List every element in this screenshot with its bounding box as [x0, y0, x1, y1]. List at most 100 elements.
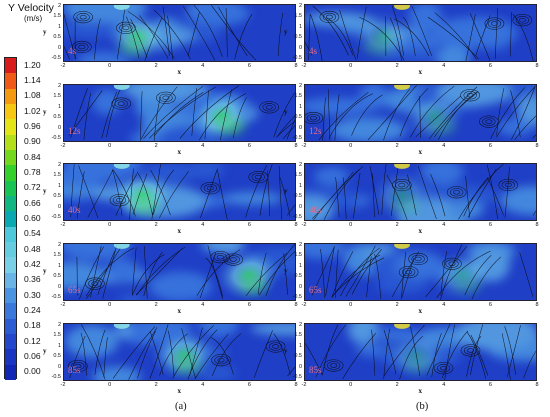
streamline	[198, 93, 247, 141]
time-label: 12s	[309, 126, 322, 136]
x-tick-label: 4	[201, 302, 205, 308]
plume-core	[120, 38, 148, 56]
vortex-ring	[408, 252, 428, 266]
x-tick-label: 2	[395, 302, 399, 308]
streamlines	[76, 244, 295, 300]
x-tick-label: 6	[488, 143, 492, 149]
vortex-ring	[453, 190, 461, 195]
vortex-ring	[259, 101, 279, 114]
vortex-ring	[248, 171, 269, 184]
vortex-ring	[433, 362, 454, 375]
plume-core	[392, 197, 420, 215]
vortex-ring	[223, 253, 244, 266]
legend-swatch	[5, 180, 16, 197]
velocity-field	[305, 324, 536, 380]
legend-swatch	[5, 104, 16, 120]
legend-swatch	[5, 272, 16, 289]
streamline	[78, 165, 99, 219]
field-patch	[305, 195, 334, 220]
field-patch	[117, 293, 147, 300]
y-tick-label: 0.5	[294, 114, 302, 121]
y-tick-label: 0.5	[53, 114, 61, 121]
streamline	[193, 5, 223, 57]
y-tick-label: 0	[57, 44, 61, 51]
velocity-legend: Y Velocity (m/s) 1.20 1.14 1.08 1.02 0.96 0.9…	[0, 0, 56, 390]
streamline	[112, 169, 123, 216]
field-patch	[420, 164, 464, 185]
time-label: 65s	[68, 285, 81, 295]
streamline	[140, 91, 143, 141]
streamline	[94, 18, 101, 60]
time-label: 4s	[68, 46, 77, 56]
x-tick-label: -2	[301, 302, 307, 308]
legend-label: 0.66	[24, 197, 41, 208]
y-tick-label: 1	[298, 182, 302, 189]
streamline	[466, 331, 487, 379]
flow-panel: 40s	[63, 163, 296, 221]
streamline	[152, 169, 175, 215]
streamline	[259, 164, 273, 216]
legend-swatch	[5, 349, 16, 366]
vortex-ring	[88, 279, 102, 288]
streamline	[312, 5, 349, 56]
vortex-ring	[119, 23, 133, 32]
field-patch	[408, 5, 443, 34]
streamline	[70, 164, 75, 218]
x-tick-label: 4	[201, 382, 205, 388]
streamline	[179, 85, 239, 139]
streamline	[471, 256, 502, 300]
legend-label: 0.78	[24, 167, 41, 177]
streamline	[415, 95, 462, 138]
legend-swatch	[5, 288, 16, 304]
vortex-ring	[482, 117, 496, 126]
streamline	[469, 13, 491, 61]
streamline	[181, 328, 196, 379]
vortex-ring	[309, 115, 317, 121]
vortex-ring	[446, 186, 467, 199]
legend-label: 0.24	[24, 305, 41, 315]
y-tick-label: -0.5	[51, 293, 61, 300]
vortex-ring	[319, 10, 340, 24]
x-tick-label: 2	[154, 143, 158, 149]
vortex-ring	[116, 21, 136, 34]
vortex-ring	[268, 342, 283, 351]
streamline	[211, 5, 257, 61]
legend-label: 0.96	[24, 121, 41, 131]
streamline	[81, 324, 106, 380]
streamline	[339, 9, 357, 61]
inlet-jet	[113, 324, 130, 329]
streamline	[523, 350, 536, 379]
field-patch	[64, 185, 92, 198]
vortex-ring	[327, 361, 341, 370]
legend-label: 0.48	[24, 243, 41, 254]
streamline	[143, 251, 163, 296]
caption-a: (a)	[175, 401, 187, 412]
vortex-ring	[78, 44, 86, 50]
x-tick-label: -2	[301, 222, 307, 228]
x-tick-label: -2	[60, 222, 66, 228]
streamline	[436, 250, 491, 299]
legend-swatch	[5, 165, 16, 182]
streamline	[322, 97, 326, 141]
y-tick-label: -0.5	[292, 134, 302, 141]
field-patch	[65, 325, 119, 358]
legend-swatch	[5, 58, 16, 74]
streamline	[519, 252, 534, 297]
y-tick-label: 2	[57, 3, 61, 10]
x-tick-label: 0	[349, 63, 353, 69]
x-tick-label: 8	[294, 382, 298, 388]
streamline	[101, 92, 117, 139]
velocity-field	[64, 244, 295, 300]
streamline	[137, 330, 156, 379]
streamline	[331, 257, 385, 297]
x-tick-label: 4	[201, 222, 205, 228]
inlet-jet	[394, 244, 410, 249]
vortex-ring	[414, 256, 422, 262]
vortex-ring	[501, 180, 515, 190]
y-tick-label: -0.5	[51, 134, 61, 141]
field-patch	[305, 97, 374, 116]
velocity-plume	[382, 329, 450, 380]
streamline	[267, 170, 271, 217]
vortex-ring	[484, 17, 505, 30]
inlet-jet	[113, 85, 130, 90]
